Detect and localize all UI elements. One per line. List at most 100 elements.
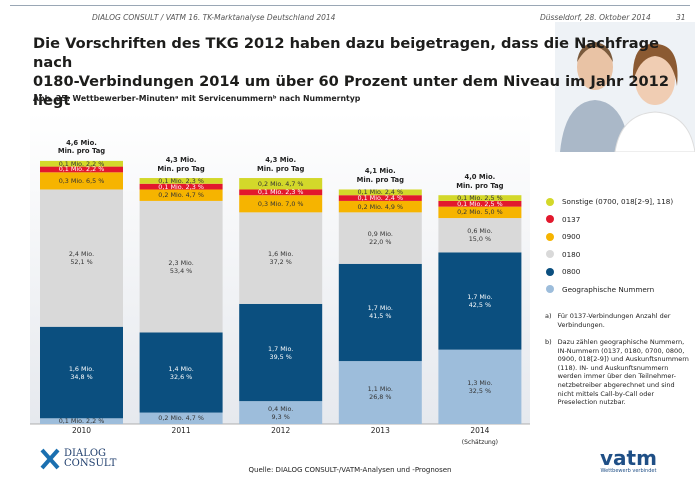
footnote: b) Dazu zählen geographische Nummern, IN-… (545, 338, 689, 407)
x-tick-label: 2010 (71, 426, 92, 435)
bar-segment (438, 206, 522, 219)
bar-segment (40, 326, 123, 419)
legend-item: 0800 (546, 267, 580, 276)
legend-swatch (546, 232, 554, 241)
value-label: 2,4 Mio. 52,1 % (68, 250, 95, 267)
source: Quelle: DIALOG CONSULT-/VATM-Analysen un… (248, 466, 452, 474)
title: Die Vorschriften des TKG 2012 haben dazu… (33, 35, 669, 109)
photo (555, 22, 695, 152)
bar-segment (438, 218, 522, 253)
legend-swatch (546, 197, 554, 206)
bar-segment (139, 332, 223, 413)
value-label: 0,3 Mio. 6,5 % (58, 176, 105, 185)
value-label: 1,4 Mio. 32,6 % (168, 364, 194, 381)
logo-right-tagline: Wettbewerb verbindet (600, 468, 657, 474)
footnote-text: Dazu zählen geographische Nummern, IN-Nu… (557, 338, 689, 407)
legend-item: 0137 (546, 215, 580, 224)
value-label: 0,2 Mio. 4,9 % (357, 202, 404, 211)
legend-item: Sonstige (0700, 018[2-9], 118) (546, 197, 673, 206)
legend-label: Geographische Nummern (562, 284, 655, 294)
value-label: 0,1 Mio. 2,2 % (58, 165, 105, 174)
total-label: 4,3 Mio. Min. pro Tag (157, 156, 205, 173)
value-label: 0,4 Mio. 9,3 % (268, 404, 294, 421)
bar-segment (239, 195, 323, 213)
x-tick-label: 2012 (271, 426, 291, 435)
logo-right: vatm Wettbewerb verbindet (600, 448, 657, 474)
logo-left-icon (40, 448, 60, 470)
value-label: 1,6 Mio. 34,8 % (68, 364, 95, 381)
legend-swatch (546, 250, 554, 258)
value-label: 1,6 Mio. 37,2 % (268, 250, 294, 267)
value-label: 0,1 Mio. 2,2 % (58, 159, 105, 168)
logo-left-text: DIALOG CONSULT (64, 448, 117, 469)
bar-segment (239, 189, 323, 196)
bar-segment (338, 212, 422, 264)
subtitle: Abb. 25: Wettbewerber-Minutenᵃ mit Servi… (33, 94, 361, 103)
value-label: 0,2 Mio. 4,7 % (257, 179, 304, 188)
legend-label: Sonstige (0700, 018[2-9], 118) (562, 197, 674, 206)
total-label: 4,3 Mio. Min. pro Tag (257, 156, 305, 173)
page-number: 31 (676, 13, 686, 22)
footnote-text: Für 0137-Verbindungen Anzahl der Verbind… (557, 312, 671, 329)
bar-segment (139, 189, 223, 201)
legend-label: 0137 (562, 214, 581, 224)
value-label: 0,1 Mio. 2,4 % (357, 188, 404, 197)
bar-segment (338, 361, 422, 424)
value-label: 2,3 Mio. 53,4 % (168, 258, 194, 275)
legend-item: 0900 (546, 232, 580, 241)
legend-swatch (546, 267, 554, 276)
total-label: 4,1 Mio. Min. pro Tag (356, 167, 404, 184)
legend-label: 0900 (562, 232, 581, 241)
value-label: 1,7 Mio. 41,5 % (367, 304, 393, 321)
value-label: 0,1 Mio. 2,2 % (58, 417, 105, 426)
bar-segment (139, 200, 223, 333)
bar-segment (239, 401, 323, 424)
logo-right-text: vatm (600, 446, 657, 470)
value-label: 0,1 Mio. 2,3 % (257, 188, 304, 197)
x-tick-label: 2014 (470, 426, 490, 435)
value-label: 1,7 Mio. 42,5 % (467, 293, 493, 310)
bar-segment (239, 212, 323, 304)
value-label: 0,3 Mio. 7,0 % (257, 199, 304, 208)
bar-segment (40, 160, 123, 167)
logo-left: DIALOG CONSULT (40, 448, 116, 470)
legend-item: 0180 (546, 250, 580, 259)
bar-segment (139, 178, 223, 184)
value-label: 0,9 Mio. 22,0 % (367, 230, 393, 247)
annotation: (Schätzung) (461, 439, 498, 446)
value-label: 0,1 Mio. 2,5 % (457, 199, 503, 208)
bar-segment (338, 195, 422, 201)
x-tick-label: 2011 (171, 426, 191, 435)
bar-segment (40, 189, 123, 327)
bar-segment (438, 195, 522, 201)
bar-segment (239, 178, 323, 190)
value-label: 0,1 Mio. 2,5 % (457, 194, 503, 203)
value-label: 1,3 Mio. 32,5 % (467, 378, 493, 395)
bar-segment (438, 200, 522, 207)
value-label: 0,2 Mio. 4,7 % (158, 191, 204, 200)
value-label: 1,1 Mio. 26,8 % (367, 384, 393, 401)
legend-swatch (546, 285, 554, 293)
footnote: a) Für 0137-Verbindungen Anzahl der Verbi… (545, 312, 670, 329)
bar-segment (40, 418, 123, 424)
bar-segment (239, 303, 323, 402)
value-label: 0,1 Mio. 2,4 % (357, 194, 404, 203)
value-label: 0,6 Mio. 15,0 % (467, 227, 493, 244)
legend-item: Geographische Nummern (546, 285, 654, 294)
x-tick-label: 2013 (370, 426, 390, 435)
bar-segment (338, 263, 422, 362)
footnote-mark: b) (545, 338, 552, 346)
bar-segment (40, 166, 123, 173)
header-left: DIALOG CONSULT / VATM 16. TK-Marktanalys… (92, 13, 336, 22)
bar-segment (438, 252, 522, 350)
total-label: 4,0 Mio. Min. pro Tag (456, 173, 504, 190)
header-right: Düsseldorf, 28. Oktober 2014 (540, 13, 651, 22)
value-label: 0,2 Mio. 5,0 % (457, 208, 503, 217)
footnote-mark: a) (545, 312, 552, 320)
bar-segment (139, 183, 223, 190)
legend-label: 0800 (562, 267, 581, 276)
bar-segment (338, 189, 422, 196)
